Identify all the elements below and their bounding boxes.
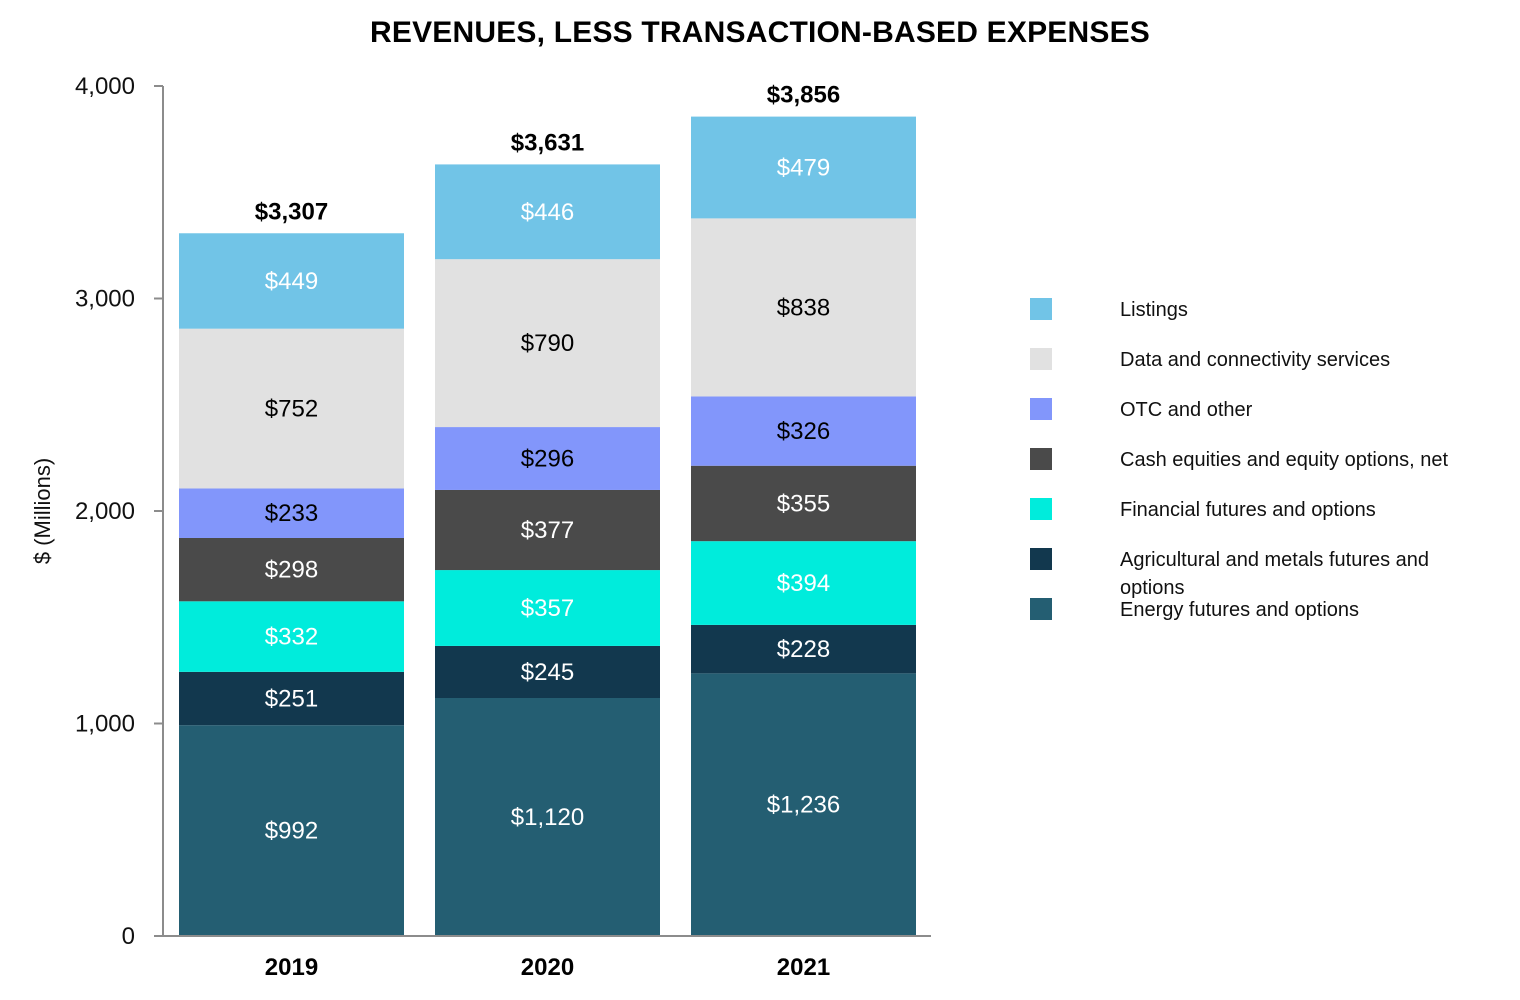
legend-swatch-energy-futures <box>1030 598 1052 620</box>
bar-segment-data-and-connectivity-services-2020 <box>435 259 660 428</box>
bar-data-label: $233 <box>265 500 318 527</box>
bar-data-label: $752 <box>265 396 318 423</box>
bar-data-label: $228 <box>777 636 830 663</box>
bar-segment-cash-equities-and-equity-options-net-2020 <box>435 489 660 571</box>
legend-item-financial-futures: Financial futures and options <box>1030 496 1490 546</box>
legend-label-otc-other: OTC and other <box>1120 399 1253 421</box>
bar-segment-energy-futures-and-options-2021 <box>691 673 916 936</box>
legend-item-data-connectivity: Data and connectivity services <box>1030 346 1490 396</box>
bar-data-label: $449 <box>265 268 318 295</box>
bar-total-label: $3,307 <box>255 198 328 225</box>
legend-item-otc-other: OTC and other <box>1030 396 1490 446</box>
bar-data-label: $790 <box>521 330 574 357</box>
bar-data-label: $838 <box>777 294 830 321</box>
legend-swatch-listings <box>1030 298 1052 320</box>
bar-data-label: $479 <box>777 154 830 181</box>
bar-total-label: $3,631 <box>511 129 584 156</box>
bar-segment-otc-and-other-2019 <box>179 488 404 538</box>
bar-data-label: $377 <box>521 517 574 544</box>
bar-segment-energy-futures-and-options-2020 <box>435 698 660 936</box>
legend-label-cash-equities: Cash equities and equity options, net <box>1120 449 1448 471</box>
bar-total-label: $3,856 <box>767 82 840 109</box>
bar-segment-otc-and-other-2021 <box>691 396 916 466</box>
legend-swatch-cash-equities <box>1030 448 1052 470</box>
legend-item-agricultural-metals: Agricultural and metals futures and opti… <box>1030 546 1490 599</box>
legend-swatch-financial-futures <box>1030 498 1052 520</box>
bar-segment-financial-futures-and-options-2021 <box>691 541 916 625</box>
bar-segment-listings-2020 <box>435 164 660 260</box>
x-tick-label: 2019 <box>265 954 318 981</box>
y-tick-label: 1,000 <box>75 711 135 738</box>
bar-segment-data-and-connectivity-services-2021 <box>691 218 916 397</box>
bar-data-label: $1,120 <box>511 804 584 831</box>
legend-label-financial-futures: Financial futures and options <box>1120 499 1376 521</box>
bar-data-label: $245 <box>521 659 574 686</box>
bar-data-label: $296 <box>521 446 574 473</box>
bar-segment-cash-equities-and-equity-options-net-2021 <box>691 465 916 542</box>
bar-data-label: $332 <box>265 624 318 651</box>
legend-swatch-data-connectivity <box>1030 348 1052 370</box>
bar-segment-agricultural-and-metals-futures-and-options-2019 <box>179 671 404 726</box>
x-tick-label: 2020 <box>521 954 574 981</box>
bar-data-label: $1,236 <box>767 792 840 819</box>
bar-data-label: $357 <box>521 595 574 622</box>
bar-segment-agricultural-and-metals-futures-and-options-2020 <box>435 645 660 698</box>
y-tick-label: 2,000 <box>75 498 135 525</box>
legend-label-listings: Listings <box>1120 299 1188 321</box>
y-axis-title: $ (Millions) <box>30 458 55 564</box>
legend-swatch-otc-other <box>1030 398 1052 420</box>
y-tick-label: 0 <box>122 923 135 950</box>
bar-data-label: $394 <box>777 570 830 597</box>
legend-item-listings: Listings <box>1030 296 1490 346</box>
legend-swatch-agricultural-metals <box>1030 548 1052 570</box>
x-tick-label: 2021 <box>777 954 830 981</box>
chart-legend: Listings Data and connectivity services … <box>1030 296 1490 646</box>
bar-segment-listings-2019 <box>179 233 404 329</box>
bar-data-label: $298 <box>265 557 318 584</box>
bar-segment-listings-2021 <box>691 116 916 219</box>
y-tick-label: 4,000 <box>75 73 135 100</box>
bar-segment-agricultural-and-metals-futures-and-options-2021 <box>691 624 916 674</box>
legend-label-energy-futures: Energy futures and options <box>1120 599 1360 621</box>
bar-segment-financial-futures-and-options-2019 <box>179 601 404 672</box>
bar-data-label: $326 <box>777 418 830 445</box>
bar-data-label: $251 <box>265 686 318 713</box>
legend-label-agricultural-metals: Agricultural and metals futures and opti… <box>1120 549 1430 599</box>
legend-item-cash-equities: Cash equities and equity options, net <box>1030 446 1490 496</box>
bar-data-label: $992 <box>265 818 318 845</box>
bar-data-label: $446 <box>521 199 574 226</box>
bar-data-label: $355 <box>777 490 830 517</box>
legend-item-energy-futures: Energy futures and options <box>1030 596 1490 646</box>
bar-segment-otc-and-other-2020 <box>435 427 660 490</box>
y-tick-label: 3,000 <box>75 286 135 313</box>
legend-label-data-connectivity: Data and connectivity services <box>1120 349 1391 371</box>
bar-segment-cash-equities-and-equity-options-net-2019 <box>179 537 404 602</box>
bar-segment-energy-futures-and-options-2019 <box>179 725 404 936</box>
bar-segment-financial-futures-and-options-2020 <box>435 570 660 646</box>
bar-segment-data-and-connectivity-services-2019 <box>179 328 404 489</box>
chart-title: REVENUES, LESS TRANSACTION-BASED EXPENSE… <box>370 16 1150 49</box>
